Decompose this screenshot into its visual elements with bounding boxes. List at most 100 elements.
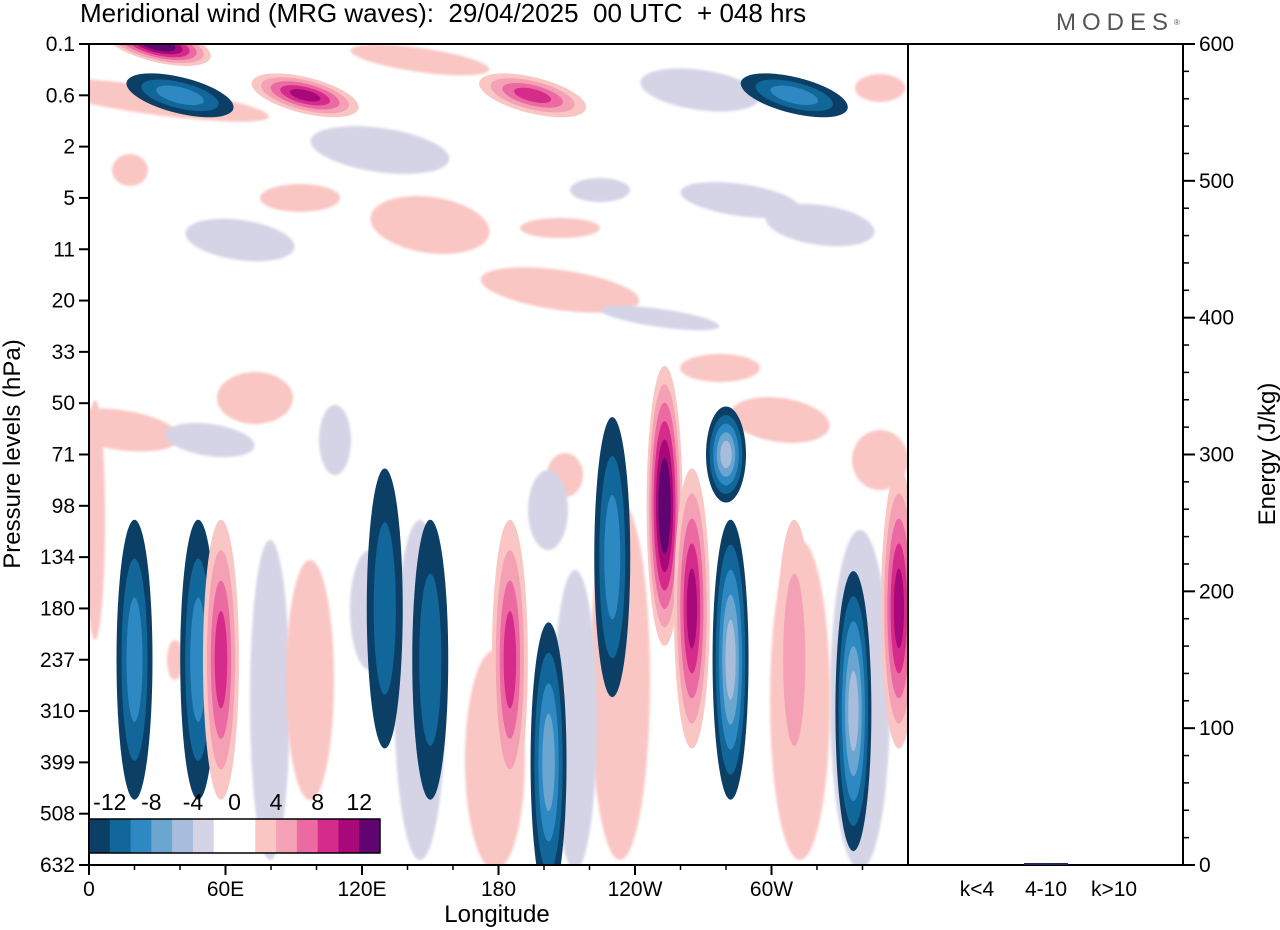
contour-pale xyxy=(112,154,148,186)
contour-feature xyxy=(712,519,749,800)
colorbar-band xyxy=(359,819,381,853)
x-axis: 0 60E 120E 180 120W 60W xyxy=(83,865,864,901)
contour-feature xyxy=(116,519,153,800)
colorbar-frame xyxy=(88,818,381,854)
contour-pale xyxy=(217,372,293,424)
x-tick-label: 0 xyxy=(83,878,95,901)
colorbar-band xyxy=(213,819,235,853)
contour-feature xyxy=(740,73,848,118)
contour-level xyxy=(190,597,207,722)
contour-pale xyxy=(286,560,334,800)
y-tick-label: 0.6 xyxy=(46,84,75,107)
contour-pale xyxy=(89,400,105,640)
contour-level xyxy=(725,619,736,700)
contour-level xyxy=(660,476,669,536)
heatmap-panel xyxy=(88,43,909,866)
contour-pale xyxy=(528,470,568,550)
contour-feature xyxy=(594,417,631,698)
colorbar-band xyxy=(276,819,298,853)
contour-feature xyxy=(412,519,449,800)
contour-level xyxy=(373,522,396,695)
energy-tick-label: 100 xyxy=(1199,717,1234,740)
y-tick-label: 33 xyxy=(52,341,75,364)
colorbar-label: -12 xyxy=(93,789,126,815)
contour-pale xyxy=(640,68,760,112)
contour-level xyxy=(419,573,442,746)
contour-feature xyxy=(479,73,587,118)
colorbar-band xyxy=(234,819,256,853)
contour-pale xyxy=(480,267,640,313)
energy-axis-title: Energy (J/kg) xyxy=(1254,383,1280,526)
energy-bars xyxy=(1024,863,1068,865)
contour-level xyxy=(514,87,552,103)
contour-pale xyxy=(765,203,875,247)
contour-feature xyxy=(366,468,403,749)
contour-feature xyxy=(491,519,528,800)
y-tick-label: 98 xyxy=(52,495,75,518)
contour-level xyxy=(783,573,806,746)
y-tick-label: 508 xyxy=(40,803,75,826)
contour-feature xyxy=(706,406,746,503)
chart-title: Meridional wind (MRG waves): 29/04/2025 … xyxy=(80,0,807,28)
colorbar-band xyxy=(89,819,111,853)
colorbar-band xyxy=(255,819,277,853)
contour-pale xyxy=(165,422,255,458)
contour-pale xyxy=(680,182,800,218)
energy-frame xyxy=(907,43,1184,866)
colorbar-band xyxy=(130,819,152,853)
contour-level xyxy=(126,597,143,722)
contour-level xyxy=(503,611,517,709)
colorbar-band xyxy=(296,819,319,853)
energy-tick-label: 200 xyxy=(1199,580,1234,603)
x-tick-label: 120E xyxy=(337,878,386,901)
contour-pale xyxy=(167,640,183,680)
colorbar-label: 0 xyxy=(228,789,241,815)
contour-feature xyxy=(251,73,359,118)
energy-tick-label: 400 xyxy=(1199,307,1234,330)
contour-level xyxy=(848,671,859,752)
contour-pale xyxy=(680,354,760,382)
contour-level xyxy=(770,85,819,106)
colorbar-label: 8 xyxy=(311,789,324,815)
x-tick-label: 60E xyxy=(207,878,244,901)
contour-pale xyxy=(855,74,905,102)
colorbar-band xyxy=(338,819,360,853)
contour-feature xyxy=(776,519,813,800)
y-tick-label: 2 xyxy=(63,136,75,159)
contour-feature xyxy=(880,468,908,749)
y-tick-label: 134 xyxy=(40,546,75,569)
colorbar-label: -4 xyxy=(183,789,204,815)
contour-pale xyxy=(350,44,490,76)
colorbar-band xyxy=(151,819,173,853)
energy-bar xyxy=(1024,863,1068,865)
contour-feature xyxy=(530,622,567,865)
contour-level xyxy=(542,713,555,812)
contour-pale xyxy=(319,405,351,475)
contour-pale xyxy=(250,540,290,860)
energy-category-label: k<4 xyxy=(960,878,995,901)
brand-logo: MODES® xyxy=(1056,8,1180,38)
x-tick-label: 60W xyxy=(750,878,793,901)
contour-level xyxy=(289,89,321,102)
contour-pale xyxy=(260,184,340,212)
contour-pale xyxy=(570,178,630,202)
energy-tick-label: 500 xyxy=(1199,170,1234,193)
brand-text: MODES xyxy=(1056,9,1175,36)
colorbar-label: 4 xyxy=(270,789,283,815)
contour-pale xyxy=(370,196,490,254)
colorbar-label: -8 xyxy=(141,789,161,815)
energy-axis: 0 100 200 300 400 500 600 xyxy=(1183,33,1234,877)
contour-pale xyxy=(185,218,295,262)
colorbar-band xyxy=(317,819,339,853)
contour-level xyxy=(156,85,204,106)
contour-pale xyxy=(730,397,830,443)
energy-panel xyxy=(907,43,1184,866)
contour-level xyxy=(893,568,905,649)
y-tick-label: 399 xyxy=(40,751,75,774)
y-axis-title: Pressure levels (hPa) xyxy=(0,339,26,568)
contour-feature xyxy=(673,468,710,749)
y-tick-label: 20 xyxy=(52,290,75,313)
y-axis: 0.1 0.6 2 5 11 20 33 50 71 98 134 180 237 310 399 508 63… xyxy=(40,33,89,877)
x-axis-title: Longitude xyxy=(444,901,549,928)
